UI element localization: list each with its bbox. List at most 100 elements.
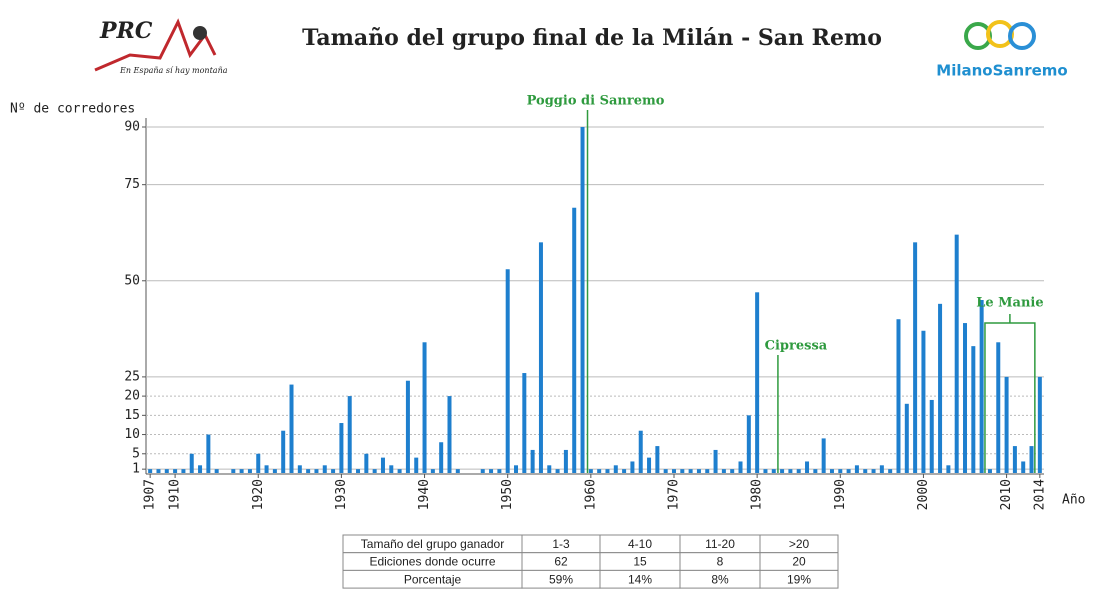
- x-axis-label: Año: [1062, 493, 1085, 508]
- bar: [796, 469, 801, 473]
- bar: [805, 461, 810, 473]
- bar: [696, 469, 701, 473]
- bar: [921, 330, 926, 473]
- bar: [738, 461, 743, 473]
- bar: [322, 465, 327, 473]
- bar: [247, 469, 252, 473]
- table-text: 4-10: [628, 537, 652, 551]
- bar: [705, 469, 710, 473]
- bar: [929, 399, 934, 473]
- bar: [963, 323, 968, 473]
- annotation: Cipressa: [765, 339, 828, 354]
- bar: [272, 469, 277, 473]
- bar: [821, 438, 826, 473]
- x-tick-label: 1980: [750, 479, 765, 510]
- logo-text: PRC: [99, 18, 153, 44]
- logo-text: MilanoSanremo: [936, 62, 1067, 80]
- bar: [846, 469, 851, 473]
- bar: [397, 469, 402, 473]
- bar: [497, 469, 502, 473]
- bar: [829, 469, 834, 473]
- bar: [489, 469, 494, 473]
- logo-motto: En España sí hay montaña: [119, 66, 228, 75]
- chart-title: Tamaño del grupo final de la Milán - San…: [302, 25, 882, 51]
- bar: [289, 384, 294, 473]
- y-tick-label: 75: [124, 177, 140, 192]
- bar: [763, 469, 768, 473]
- bar: [655, 446, 660, 473]
- bar: [555, 469, 560, 473]
- table-text: Ediciones donde ocurre: [369, 555, 495, 569]
- table-text: >20: [789, 537, 810, 551]
- y-tick-label: 15: [124, 408, 140, 423]
- bar: [788, 469, 793, 473]
- table-text: 11-20: [705, 537, 735, 551]
- bar: [522, 373, 527, 473]
- annotation: Le Manie: [976, 296, 1043, 311]
- bar: [688, 469, 693, 473]
- x-tick-label: 2000: [916, 479, 931, 510]
- bar: [938, 303, 943, 473]
- x-tick-label: 1910: [168, 479, 183, 510]
- table-text: 59%: [549, 572, 573, 586]
- bar: [480, 469, 485, 473]
- bar: [946, 465, 951, 473]
- x-tick-label: 1930: [334, 479, 349, 510]
- y-axis-label: Nº de corredores: [10, 102, 135, 117]
- bar: [813, 469, 818, 473]
- bar: [214, 469, 219, 473]
- bar: [198, 465, 203, 473]
- logo-right: MilanoSanremo: [936, 20, 1068, 80]
- x-tick-label: 1920: [251, 479, 266, 510]
- bar: [455, 469, 460, 473]
- bar: [713, 449, 718, 473]
- bar: [156, 469, 161, 473]
- bar: [680, 469, 685, 473]
- table-text: Porcentaje: [404, 572, 462, 586]
- bar: [414, 457, 419, 473]
- x-tick-label: 1970: [666, 479, 681, 510]
- bar: [314, 469, 319, 473]
- bar: [622, 469, 627, 473]
- bar: [879, 465, 884, 473]
- annotation: Poggio di Sanremo: [527, 94, 665, 109]
- x-tick-label: 1990: [833, 479, 848, 510]
- bar: [164, 469, 169, 473]
- bar: [838, 469, 843, 473]
- bar: [356, 469, 361, 473]
- bar: [405, 380, 410, 473]
- bar: [647, 457, 652, 473]
- bar: [148, 469, 153, 473]
- bar: [297, 465, 302, 473]
- bar: [331, 469, 336, 473]
- bar: [605, 469, 610, 473]
- y-tick-label: 20: [124, 389, 140, 404]
- bar: [771, 469, 776, 473]
- bar: [1029, 446, 1034, 473]
- bar: [854, 465, 859, 473]
- bar: [663, 469, 668, 473]
- bar: [530, 449, 535, 473]
- bar: [389, 465, 394, 473]
- bar: [671, 469, 676, 473]
- bar: [505, 269, 510, 473]
- y-tick-label: 50: [124, 273, 140, 288]
- table-text: 20: [792, 555, 806, 569]
- bar: [572, 207, 577, 473]
- bar: [904, 403, 909, 473]
- bar: [1037, 376, 1042, 473]
- bar: [514, 465, 519, 473]
- y-tick-label: 5: [132, 446, 140, 461]
- logo-left: PRC En España sí hay montaña: [94, 18, 228, 75]
- table-text: 62: [554, 555, 568, 569]
- bar: [181, 469, 186, 473]
- bar: [339, 423, 344, 473]
- y-tick-label: 10: [124, 427, 140, 442]
- y-tick-label: 90: [124, 120, 140, 135]
- bar: [996, 342, 1001, 473]
- bar: [580, 127, 585, 473]
- bar: [979, 300, 984, 473]
- table-text: 19%: [787, 572, 811, 586]
- bar: [547, 465, 552, 473]
